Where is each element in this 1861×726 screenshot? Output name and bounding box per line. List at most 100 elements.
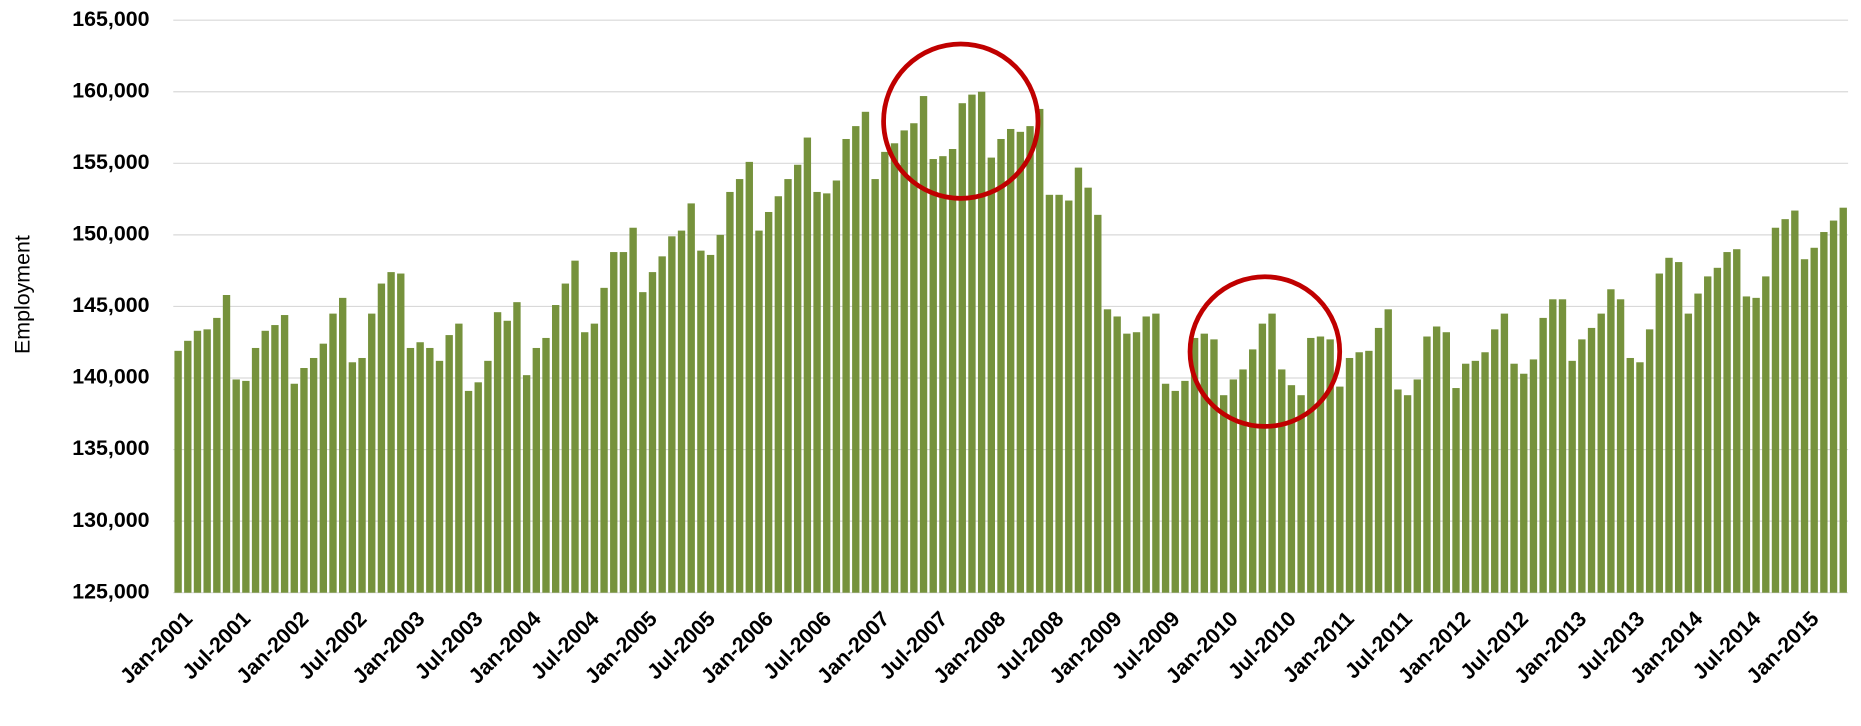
bar — [871, 179, 879, 593]
bar — [242, 380, 250, 593]
bar — [1229, 379, 1238, 593]
bar — [706, 254, 715, 593]
bar — [803, 137, 812, 593]
bar — [832, 180, 841, 593]
bar — [184, 340, 192, 593]
bar — [561, 283, 570, 593]
bar — [1423, 336, 1431, 593]
bar — [522, 375, 531, 593]
bar — [668, 236, 676, 593]
bar — [1607, 289, 1615, 593]
bar — [309, 357, 318, 593]
bar — [1181, 380, 1189, 593]
bar — [852, 126, 860, 593]
bar — [958, 103, 966, 593]
bar — [1829, 220, 1838, 593]
bar — [261, 330, 269, 593]
bar — [1771, 227, 1780, 593]
bar — [619, 252, 628, 593]
bar — [639, 292, 647, 593]
y-tick-label: 125,000 — [72, 579, 149, 603]
bar — [426, 347, 434, 593]
bar — [1200, 333, 1208, 593]
bar — [1055, 194, 1063, 593]
bar — [1674, 262, 1683, 593]
bar — [1384, 309, 1392, 593]
bar — [271, 325, 279, 593]
y-tick-label: 165,000 — [72, 7, 149, 31]
bar — [339, 297, 347, 593]
bar — [1462, 363, 1470, 593]
bar — [319, 343, 328, 593]
bar — [1065, 200, 1073, 593]
bar — [1800, 259, 1809, 593]
bar — [677, 230, 686, 593]
bar — [484, 360, 492, 593]
y-tick-label: 130,000 — [72, 508, 149, 532]
bar — [977, 91, 986, 593]
bar — [222, 295, 231, 593]
bar — [1655, 273, 1663, 593]
bar — [1723, 252, 1731, 593]
bar — [1355, 352, 1363, 593]
bar — [1142, 316, 1150, 593]
bar — [406, 347, 415, 593]
bar — [687, 203, 695, 593]
bar — [1006, 128, 1015, 593]
bar — [1442, 332, 1451, 593]
bar — [300, 368, 308, 593]
bar — [1432, 326, 1441, 593]
bar — [823, 193, 831, 593]
bar — [1365, 350, 1373, 593]
bar — [1403, 395, 1412, 593]
x-tick-label: Jan-2001 — [115, 607, 197, 689]
bar — [610, 252, 618, 593]
bar — [1016, 131, 1025, 593]
bar — [1752, 297, 1760, 593]
bar — [1820, 232, 1828, 593]
bar — [1529, 359, 1538, 593]
bar — [474, 382, 482, 593]
bar — [890, 143, 899, 593]
bar — [571, 260, 579, 593]
bar — [377, 283, 386, 593]
bar — [1781, 219, 1789, 593]
bar — [1297, 395, 1305, 593]
bar — [1636, 362, 1644, 593]
bar — [1762, 276, 1770, 593]
bar — [532, 347, 540, 593]
bar — [1549, 299, 1557, 593]
bar — [1210, 339, 1218, 593]
bar — [1103, 309, 1112, 593]
bar — [919, 96, 928, 593]
bar — [1568, 360, 1576, 593]
bar — [755, 230, 763, 593]
bar — [774, 196, 783, 593]
bar — [1026, 126, 1034, 593]
bar — [1500, 313, 1509, 593]
bar — [1287, 385, 1296, 593]
bar — [503, 320, 511, 593]
bar — [1307, 337, 1315, 593]
bar — [987, 157, 995, 593]
bar — [590, 323, 599, 593]
highlight-circle — [881, 41, 1041, 201]
y-tick-label: 155,000 — [72, 150, 149, 174]
bar — [997, 138, 1005, 593]
bar — [1578, 339, 1586, 593]
bar — [1161, 383, 1170, 593]
bar — [1074, 167, 1083, 593]
bar — [1539, 317, 1547, 593]
bar — [900, 130, 908, 593]
bar — [1345, 357, 1354, 593]
bar — [1045, 194, 1054, 593]
bar — [464, 390, 473, 593]
bar — [1084, 187, 1092, 593]
bar — [784, 179, 792, 593]
bar — [203, 329, 211, 593]
bar — [387, 272, 395, 593]
bar — [1626, 357, 1634, 593]
bar — [939, 156, 947, 593]
bar — [174, 350, 182, 593]
